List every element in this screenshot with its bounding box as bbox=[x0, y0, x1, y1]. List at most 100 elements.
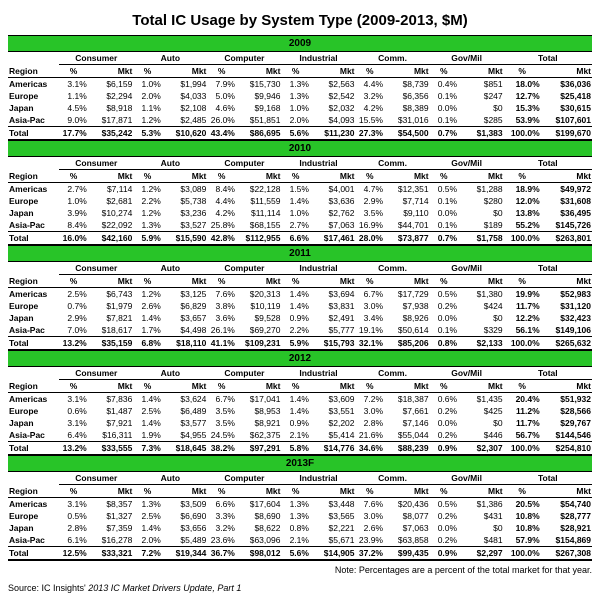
total-cell: 13.2% bbox=[59, 442, 87, 456]
source-prefix: Source: IC Insights' bbox=[8, 583, 88, 593]
data-cell: 12.7% bbox=[504, 90, 541, 102]
data-cell: 57.9% bbox=[504, 534, 541, 547]
data-cell: $7,938 bbox=[384, 300, 430, 312]
total-label: Total bbox=[8, 547, 59, 561]
data-cell: 2.5% bbox=[59, 288, 87, 301]
total-cell: $254,810 bbox=[541, 442, 592, 456]
group-header: Gov/Mil bbox=[430, 472, 504, 485]
data-cell: 1.2% bbox=[133, 288, 161, 301]
data-cell: $32,423 bbox=[541, 312, 592, 324]
region-cell: Asia-Pac bbox=[8, 429, 59, 442]
data-cell: 19.9% bbox=[504, 288, 541, 301]
total-cell: $97,291 bbox=[236, 442, 282, 456]
data-cell: 3.0% bbox=[356, 405, 384, 417]
data-cell: 0.0% bbox=[430, 102, 458, 114]
data-cell: $2,221 bbox=[310, 522, 356, 534]
data-cell: 7.2% bbox=[356, 393, 384, 406]
data-cell: $6,690 bbox=[162, 510, 208, 522]
group-header: Comm. bbox=[356, 367, 430, 380]
data-cell: 56.7% bbox=[504, 429, 541, 442]
col-mkt: Mkt bbox=[384, 170, 430, 183]
data-cell: $8,622 bbox=[236, 522, 282, 534]
data-cell: 3.1% bbox=[59, 78, 87, 91]
group-header: Industrial bbox=[281, 157, 355, 170]
data-cell: 3.4% bbox=[356, 312, 384, 324]
region-cell: Europe bbox=[8, 510, 59, 522]
data-cell: $44,701 bbox=[384, 219, 430, 232]
col-pct: % bbox=[430, 485, 458, 498]
group-header: Auto bbox=[133, 52, 207, 65]
total-cell: 16.0% bbox=[59, 232, 87, 246]
total-cell: $199,670 bbox=[541, 127, 592, 141]
col-mkt: Mkt bbox=[88, 65, 134, 78]
total-cell: 32.1% bbox=[356, 337, 384, 351]
data-cell: $29,767 bbox=[541, 417, 592, 429]
col-pct: % bbox=[356, 485, 384, 498]
col-mkt: Mkt bbox=[88, 275, 134, 288]
total-cell: 0.8% bbox=[430, 337, 458, 351]
data-cell: $3,694 bbox=[310, 288, 356, 301]
data-cell: 0.5% bbox=[59, 510, 87, 522]
data-cell: 0.5% bbox=[430, 183, 458, 196]
data-cell: 7.0% bbox=[59, 324, 87, 337]
data-cell: $22,128 bbox=[236, 183, 282, 196]
data-cell: $10,119 bbox=[236, 300, 282, 312]
data-cell: 2.0% bbox=[133, 90, 161, 102]
data-cell: $2,485 bbox=[162, 114, 208, 127]
col-pct: % bbox=[133, 380, 161, 393]
data-cell: 2.6% bbox=[356, 522, 384, 534]
data-cell: $22,092 bbox=[88, 219, 134, 232]
data-cell: 18.9% bbox=[504, 183, 541, 196]
data-cell: $1,288 bbox=[458, 183, 504, 196]
total-cell: $109,231 bbox=[236, 337, 282, 351]
col-pct: % bbox=[207, 170, 235, 183]
data-cell: $4,498 bbox=[162, 324, 208, 337]
total-cell: $86,695 bbox=[236, 127, 282, 141]
group-header: Total bbox=[504, 157, 592, 170]
data-cell: 1.4% bbox=[281, 300, 309, 312]
col-mkt: Mkt bbox=[162, 65, 208, 78]
data-cell: 0.2% bbox=[430, 300, 458, 312]
data-cell: $28,566 bbox=[541, 405, 592, 417]
col-pct: % bbox=[133, 65, 161, 78]
col-mkt: Mkt bbox=[458, 170, 504, 183]
total-cell: 43.4% bbox=[207, 127, 235, 141]
year-header: 2013F bbox=[8, 455, 592, 472]
region-cell: Asia-Pac bbox=[8, 219, 59, 232]
data-cell: 1.3% bbox=[281, 78, 309, 91]
data-cell: $4,955 bbox=[162, 429, 208, 442]
col-mkt: Mkt bbox=[458, 275, 504, 288]
col-pct: % bbox=[207, 275, 235, 288]
data-cell: 0.1% bbox=[430, 195, 458, 207]
col-pct: % bbox=[430, 65, 458, 78]
group-header: Total bbox=[504, 472, 592, 485]
data-cell: $3,565 bbox=[310, 510, 356, 522]
data-cell: 2.0% bbox=[281, 114, 309, 127]
region-cell: Americas bbox=[8, 393, 59, 406]
data-cell: 0.5% bbox=[430, 498, 458, 511]
data-cell: 1.3% bbox=[133, 498, 161, 511]
group-header: Consumer bbox=[59, 262, 133, 275]
data-cell: $3,624 bbox=[162, 393, 208, 406]
data-cell: $8,921 bbox=[236, 417, 282, 429]
data-cell: $8,389 bbox=[384, 102, 430, 114]
region-cell: Europe bbox=[8, 195, 59, 207]
data-cell: 1.3% bbox=[281, 90, 309, 102]
data-cell: 0.0% bbox=[430, 312, 458, 324]
data-cell: $18,617 bbox=[88, 324, 134, 337]
data-cell: 5.0% bbox=[207, 90, 235, 102]
data-cell: 1.9% bbox=[133, 429, 161, 442]
data-cell: 53.9% bbox=[504, 114, 541, 127]
col-mkt: Mkt bbox=[384, 380, 430, 393]
data-cell: $3,636 bbox=[310, 195, 356, 207]
data-cell: $11,114 bbox=[236, 207, 282, 219]
col-mkt: Mkt bbox=[310, 380, 356, 393]
col-pct: % bbox=[59, 275, 87, 288]
total-cell: $14,905 bbox=[310, 547, 356, 561]
data-cell: 21.6% bbox=[356, 429, 384, 442]
data-cell: 1.0% bbox=[133, 78, 161, 91]
total-cell: $15,793 bbox=[310, 337, 356, 351]
data-cell: 4.7% bbox=[356, 183, 384, 196]
data-cell: $2,563 bbox=[310, 78, 356, 91]
data-cell: $8,077 bbox=[384, 510, 430, 522]
